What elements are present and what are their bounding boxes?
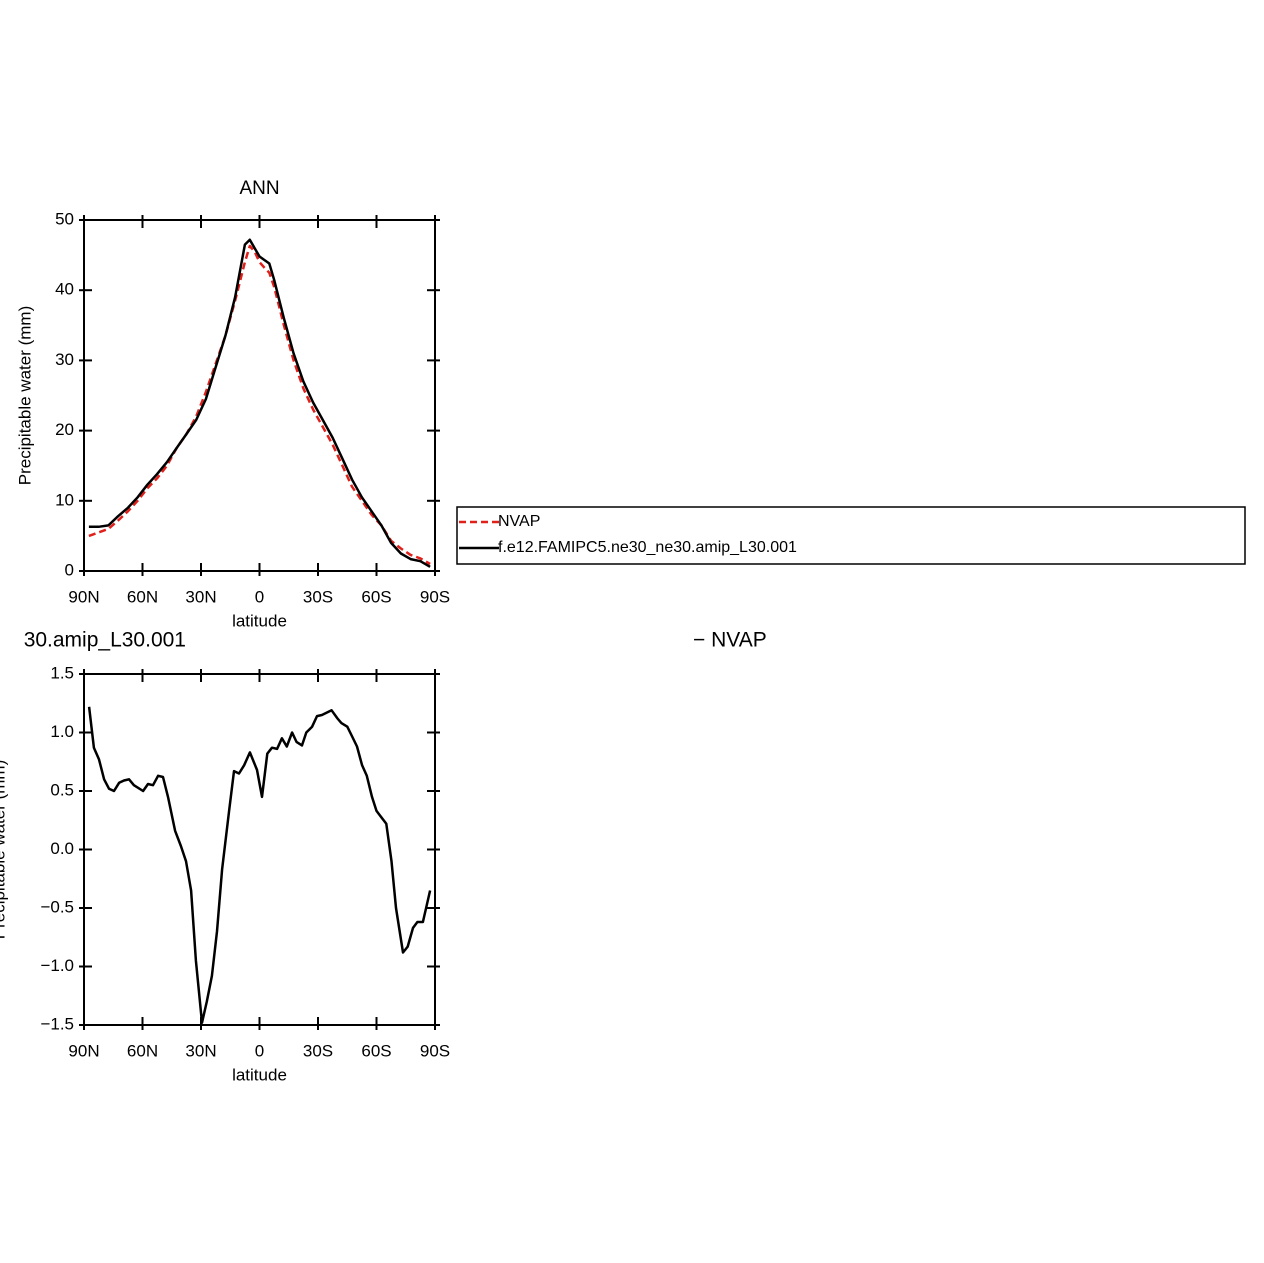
x-tick-label: 30N [185,1041,216,1060]
x-tick-label: 0 [255,1041,264,1060]
chart-title: ANN [239,178,279,199]
x-axis-label: latitude [232,1065,287,1084]
y-tick-label: 1.0 [50,722,74,741]
y-axis-label: Precipitable water (mm) [15,306,34,486]
x-tick-label: 30N [185,587,216,606]
x-tick-label: 60N [127,1041,158,1060]
x-tick-label: 60S [361,587,391,606]
legend-box [456,506,1246,565]
x-tick-label: 60S [361,1041,391,1060]
plot-frame [83,219,436,572]
x-tick-label: 60N [127,587,158,606]
x-tick-label: 30S [303,587,333,606]
x-axis-label: latitude [232,611,287,630]
x-tick-label: 0 [255,587,264,606]
left-title: 30.amip_L30.001 [24,629,186,652]
y-tick-label: 30 [55,350,74,369]
x-tick-label: 90S [420,587,450,606]
x-tick-label: 30S [303,1041,333,1060]
legend-label: NVAP [498,513,540,530]
y-tick-label: −1.0 [40,956,74,975]
right-title: − NVAP [693,629,767,652]
data-line [87,706,432,1024]
y-axis-label: Precipitable water (mm) [0,760,8,940]
x-tick-label: 90S [420,1041,450,1060]
y-tick-label: 0.0 [50,839,74,858]
y-tick-label: 40 [55,280,74,299]
y-tick-label: 10 [55,490,74,509]
y-tick-label: 20 [55,420,74,439]
y-tick-label: −1.5 [40,1014,74,1033]
x-tick-label: 90N [68,1041,99,1060]
y-tick-label: 1.5 [50,663,74,682]
y-tick-label: 50 [55,209,74,228]
legend-label: f.e12.FAMIPC5.ne30_ne30.amip_L30.001 [498,539,797,556]
y-tick-label: 0 [65,560,74,579]
data-line [88,238,431,568]
plot-frame [83,673,436,1026]
data-line [88,244,431,566]
y-tick-label: −0.5 [40,897,74,916]
y-tick-label: 0.5 [50,780,74,799]
x-tick-label: 90N [68,587,99,606]
